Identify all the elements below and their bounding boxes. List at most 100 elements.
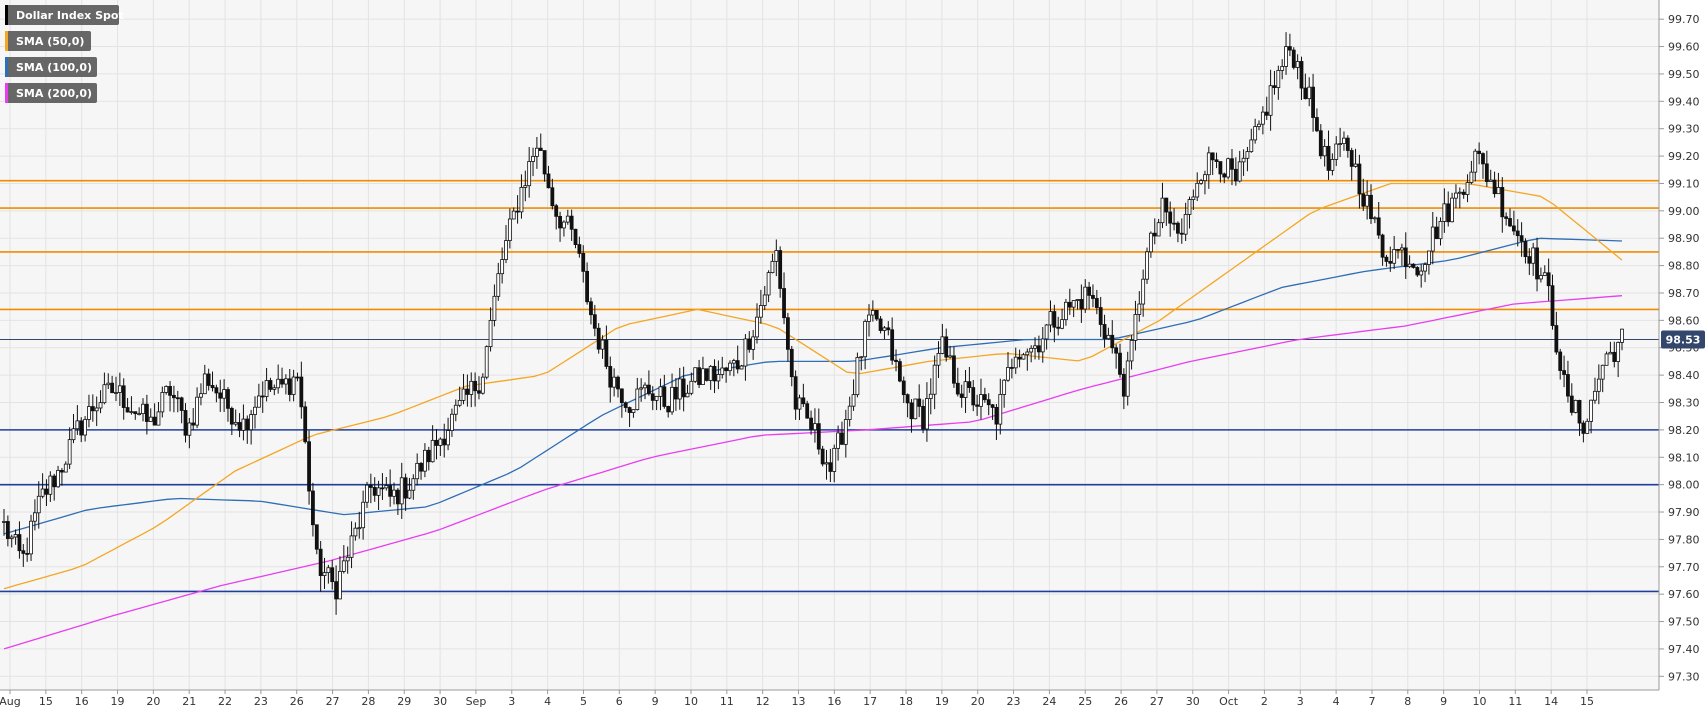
candle-body-up bbox=[48, 475, 53, 495]
x-tick-label: 12 bbox=[756, 695, 770, 708]
candle-body-down bbox=[1094, 298, 1099, 308]
candle-body-up bbox=[492, 295, 497, 321]
candle-body-down bbox=[1272, 85, 1277, 88]
candle-body-up bbox=[407, 489, 412, 499]
candle-body-up bbox=[1539, 275, 1543, 280]
candle-body-up bbox=[1322, 145, 1327, 157]
candle-body-up bbox=[365, 484, 369, 503]
current-price-badge bbox=[1661, 330, 1705, 349]
candle-body-down bbox=[828, 462, 833, 472]
candle-body-up bbox=[40, 488, 45, 497]
candle-body-up bbox=[384, 485, 389, 489]
candle-body-up bbox=[1531, 247, 1536, 264]
candle-body-down bbox=[372, 487, 377, 496]
candle-body-up bbox=[843, 419, 848, 445]
candle-body-up bbox=[758, 305, 763, 318]
candle-body-up bbox=[500, 259, 505, 275]
candle-body-up bbox=[32, 512, 37, 522]
candle-body-up bbox=[1427, 250, 1431, 265]
candle-body-up bbox=[1450, 197, 1454, 223]
candle-body-down bbox=[44, 488, 49, 495]
candle-body-up bbox=[1596, 378, 1601, 392]
candle-body-down bbox=[809, 417, 813, 431]
x-tick-label: 26 bbox=[1114, 695, 1128, 708]
candle-body-up bbox=[1071, 300, 1076, 308]
candle-body-up bbox=[56, 469, 60, 488]
candle-body-down bbox=[403, 477, 408, 499]
candle-body-down bbox=[299, 376, 304, 408]
candle-body-down bbox=[1484, 163, 1489, 183]
candle-body-up bbox=[701, 368, 705, 385]
candle-body-up bbox=[720, 367, 725, 375]
candle-body-down bbox=[573, 228, 578, 245]
candle-body-up bbox=[1334, 143, 1339, 160]
candle-body-down bbox=[318, 548, 323, 576]
candle-body-down bbox=[1210, 152, 1215, 161]
candle-body-up bbox=[643, 384, 647, 389]
y-tick-label: 97.30 bbox=[1668, 670, 1700, 683]
x-tick-label: 30 bbox=[433, 695, 447, 708]
candle-body-up bbox=[693, 367, 698, 382]
candle-body-down bbox=[133, 411, 138, 415]
candle-body-down bbox=[175, 397, 180, 400]
y-tick-label: 99.50 bbox=[1668, 68, 1700, 81]
candle-body-up bbox=[2, 521, 6, 523]
y-axis: 97.30 97.40 97.50 97.60 97.70 97.80 97.90 98.00… bbox=[1659, 13, 1700, 683]
candle-body-up bbox=[1199, 180, 1203, 184]
candle-body-down bbox=[1222, 173, 1227, 178]
y-tick-label: 98.00 bbox=[1668, 479, 1700, 492]
candle-body-down bbox=[1303, 87, 1308, 100]
x-tick-label: 8 bbox=[1404, 695, 1411, 708]
candle-body-up bbox=[1083, 286, 1088, 310]
candle-body-up bbox=[670, 386, 674, 413]
candle-body-up bbox=[9, 536, 14, 539]
candle-body-up bbox=[160, 392, 165, 413]
candle-body-up bbox=[1006, 367, 1010, 381]
candle-body-up bbox=[1257, 123, 1261, 127]
candle-body-up bbox=[1585, 420, 1590, 434]
candle-body-up bbox=[1064, 301, 1068, 321]
candle-body-up bbox=[766, 272, 771, 296]
x-tick-label: 26 bbox=[290, 695, 304, 708]
candle-body-down bbox=[477, 390, 481, 394]
y-tick-label: 97.70 bbox=[1668, 561, 1700, 574]
candle-body-up bbox=[1148, 232, 1153, 253]
candle-body-down bbox=[909, 402, 914, 420]
candle-body-up bbox=[1430, 226, 1435, 252]
candle-body-up bbox=[948, 355, 952, 358]
candle-body-up bbox=[461, 388, 466, 401]
candle-body-up bbox=[1013, 356, 1018, 369]
candle-body-up bbox=[855, 357, 860, 396]
candle-body-down bbox=[747, 338, 752, 350]
x-tick-label: 10 bbox=[684, 695, 698, 708]
y-tick-label: 98.40 bbox=[1668, 369, 1700, 382]
candle-body-down bbox=[1550, 285, 1555, 326]
candle-body-up bbox=[716, 374, 721, 382]
candle-body-up bbox=[415, 462, 420, 480]
candle-body-up bbox=[202, 373, 207, 395]
candle-body-up bbox=[233, 422, 238, 425]
candle-body-up bbox=[63, 463, 68, 473]
candle-body-down bbox=[1345, 137, 1350, 151]
candle-body-down bbox=[1384, 256, 1389, 262]
candle-body-up bbox=[349, 535, 354, 558]
legend-item-bg bbox=[5, 5, 119, 25]
y-tick-label: 98.10 bbox=[1668, 451, 1700, 464]
x-tick-label: 23 bbox=[1007, 695, 1021, 708]
candle-body-up bbox=[1106, 334, 1111, 340]
x-tick-label: 27 bbox=[326, 695, 340, 708]
x-tick-label: 20 bbox=[971, 695, 985, 708]
candle-body-down bbox=[206, 373, 211, 386]
candle-body-down bbox=[388, 485, 393, 497]
candle-body-up bbox=[936, 352, 941, 366]
candle-body-up bbox=[106, 382, 111, 386]
candle-body-down bbox=[712, 365, 717, 382]
candle-body-up bbox=[1160, 197, 1165, 224]
candle-body-down bbox=[1299, 61, 1304, 89]
candle-body-down bbox=[1349, 150, 1354, 167]
sma-50-line bbox=[3, 182, 1623, 590]
candle-body-up bbox=[94, 407, 99, 412]
candle-body-up bbox=[534, 147, 539, 157]
